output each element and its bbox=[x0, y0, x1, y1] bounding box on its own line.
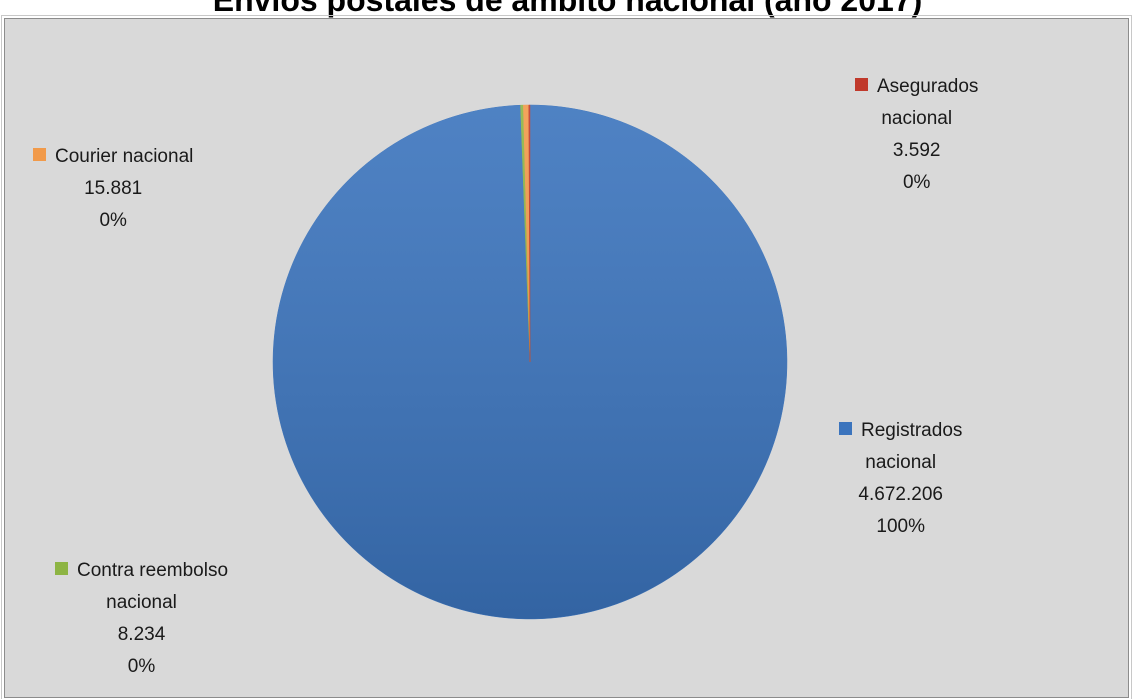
registrados-label-name-1: Registrados bbox=[861, 420, 963, 441]
registrados-label-value: 4.672.206 bbox=[858, 484, 943, 505]
registrados-label-percent: 100% bbox=[876, 516, 925, 537]
asegurados-swatch bbox=[855, 78, 868, 91]
registrados-swatch bbox=[839, 422, 852, 435]
courier-label-percent: 0% bbox=[99, 210, 127, 231]
courier-label-name: Courier nacional bbox=[55, 146, 194, 167]
contra-reembolso-label-name-1: Contra reembolso bbox=[77, 560, 229, 581]
chart-area: Courier nacional 15.881 0% Asegurados na… bbox=[1, 15, 1132, 699]
courier-label-value: 15.881 bbox=[84, 178, 143, 199]
slice-label-registrados: Registrados nacional 4.672.206 100% bbox=[839, 415, 962, 543]
chart-title: Envíos postales de ámbito nacional (año … bbox=[212, 0, 923, 18]
slice-label-courier: Courier nacional 15.881 0% bbox=[33, 141, 193, 237]
asegurados-label-value: 3.592 bbox=[892, 140, 941, 161]
slice-label-contra-reembolso: Contra reembolso nacional 8.234 0% bbox=[55, 555, 228, 683]
registrados-label-name-2: nacional bbox=[865, 452, 937, 473]
chart-title-strip: Envíos postales de ámbito nacional (año … bbox=[0, 0, 1135, 18]
contra-reembolso-label-percent: 0% bbox=[127, 656, 156, 677]
asegurados-label-name-2: nacional bbox=[881, 108, 953, 129]
contra-reembolso-swatch bbox=[55, 562, 68, 575]
contra-reembolso-label-value: 8.234 bbox=[117, 624, 166, 645]
contra-reembolso-label-name-2: nacional bbox=[106, 592, 177, 613]
slice-label-asegurados: Asegurados nacional 3.592 0% bbox=[855, 71, 978, 199]
asegurados-label-name-1: Asegurados bbox=[877, 76, 979, 97]
courier-swatch bbox=[33, 148, 46, 161]
asegurados-label-percent: 0% bbox=[902, 172, 931, 193]
